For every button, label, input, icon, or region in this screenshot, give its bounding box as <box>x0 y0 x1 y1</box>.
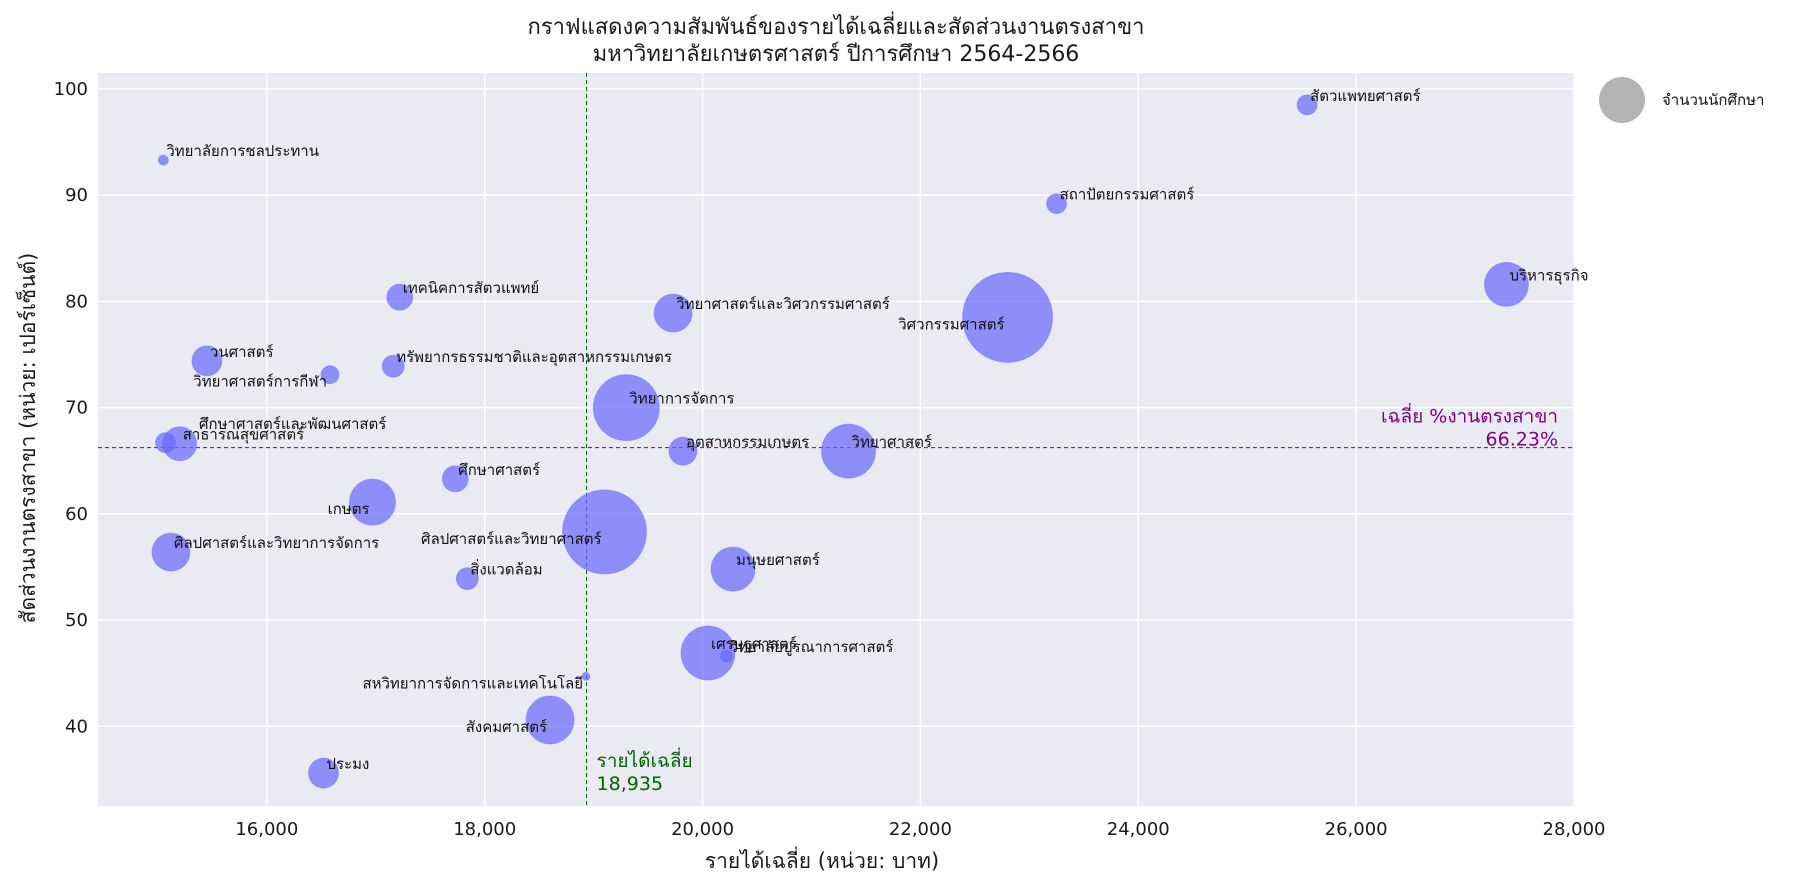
bubble <box>962 271 1054 363</box>
x-tick-label: 20,000 <box>671 819 734 840</box>
chart-title-line-2: มหาวิทยาลัยเกษตรศาสตร์ ปีการศึกษา 2564-2… <box>593 42 1080 67</box>
point-label: วิทยาลัยบูรณาการศาสตร์ <box>729 638 893 656</box>
point-label: สัตวแพทยศาสตร์ <box>1310 87 1420 105</box>
legend: จำนวนนักศึกษา <box>1599 77 1764 123</box>
x-axis-label: รายได้เฉลี่ย (หน่วย: บาท) <box>705 846 939 873</box>
point-label: ทรัพยากรธรรมชาติและอุตสาหกรรมเกษตร <box>396 348 672 367</box>
bubble <box>720 649 734 663</box>
bubble <box>1046 193 1068 215</box>
point-label: สิ่งแวดล้อม <box>470 559 542 579</box>
bubble <box>307 757 339 789</box>
bubble <box>151 532 191 572</box>
point-label: เศรษฐศาสตร์ <box>711 635 797 653</box>
point-label: สถาปัตยกรรมศาสตร์ <box>1060 186 1195 204</box>
bubble <box>455 567 479 591</box>
point-label: ศิลปศาสตร์และวิทยาการจัดการ <box>174 534 379 552</box>
bubbles <box>151 94 1529 789</box>
point-label: ศึกษาศาสตร์และพัฒนศาสตร์ <box>199 415 386 433</box>
bubble <box>592 374 660 442</box>
tick-labels: 16,000 18,000 20,000 22,000 24,000 26,000 28,0… <box>54 79 1606 840</box>
bubble <box>320 365 340 385</box>
point-label: วิทยาศาสตร์ <box>851 433 932 451</box>
bubble <box>155 432 177 454</box>
point-label: วิทยาศาสตร์และวิศวกรรมศาสตร์ <box>676 295 890 313</box>
point-label: มนุษยศาสตร์ <box>736 551 820 570</box>
bubble <box>1296 94 1318 116</box>
y-tick-label: 60 <box>65 504 88 525</box>
point-labels: สัตวแพทยศาสตร์วิทยาลัยการชลประทานสถาปัตย… <box>166 87 1589 773</box>
x-tick-label: 18,000 <box>453 819 516 840</box>
legend-label: จำนวนนักศึกษา <box>1662 91 1764 109</box>
x-tick-label: 22,000 <box>889 819 952 840</box>
x-tick-label: 28,000 <box>1543 819 1606 840</box>
y-tick-label: 40 <box>65 716 88 737</box>
point-label: วิทยาลัยการชลประทาน <box>166 142 319 160</box>
avg-direct-label: เฉลี่ย %งานตรงสาขา <box>1381 403 1558 428</box>
point-label: ศิลปศาสตร์และวิทยาศาสตร์ <box>421 530 601 548</box>
point-label: เทคนิคการสัตวแพทย์ <box>403 279 539 297</box>
bubble <box>1483 261 1529 307</box>
bubble <box>386 283 414 311</box>
bubble <box>157 154 169 166</box>
point-label: ศึกษาศาสตร์ <box>458 461 540 479</box>
avg-income-value: 18,935 <box>597 773 663 795</box>
bubble <box>562 489 648 575</box>
avg-direct-value: 66.23% <box>1486 429 1558 451</box>
x-tick-label: 26,000 <box>1325 819 1388 840</box>
bubble <box>441 465 469 493</box>
y-tick-label: 50 <box>65 610 88 631</box>
bubble <box>668 436 698 466</box>
bubble <box>653 293 693 333</box>
bubble <box>349 478 397 526</box>
x-tick-label: 24,000 <box>1107 819 1170 840</box>
y-tick-label: 90 <box>65 185 88 206</box>
bubble <box>710 546 756 592</box>
point-label: สหวิทยาการจัดการและเทคโนโลยี <box>362 674 583 692</box>
point-label: เกษตร <box>328 500 370 518</box>
avg-income-label: รายได้เฉลี่ย <box>597 747 693 772</box>
bubble <box>581 671 591 681</box>
y-axis-label: สัดส่วนงานตรงสาขา (หน่วย: เปอร์เซ็นต์) <box>14 253 40 624</box>
bubble <box>525 695 575 745</box>
bubble <box>381 354 405 378</box>
bubble <box>821 423 877 479</box>
grid <box>98 73 1575 806</box>
point-label: วิศวกรรมศาสตร์ <box>898 315 1005 333</box>
point-label: วิทยาศาสตร์การกีฬา <box>193 373 327 391</box>
chart-title-line-1: กราฟแสดงความสัมพันธ์ของรายได้เฉลี่ยและสั… <box>528 11 1145 40</box>
legend-bubble <box>1599 77 1645 123</box>
point-label: บริหารธุรกิจ <box>1509 266 1588 285</box>
y-tick-label: 100 <box>54 79 88 100</box>
point-label: วิทยาการจัดการ <box>629 390 735 408</box>
point-label: อุตสาหกรรมเกษตร <box>686 433 809 452</box>
point-label: สังคมศาสตร์ <box>466 718 547 736</box>
point-label: วนศาสตร์ <box>210 343 274 361</box>
y-tick-label: 80 <box>65 291 88 312</box>
bubble <box>680 625 736 681</box>
point-label: สาธารณสุขศาสตร์ <box>183 426 304 445</box>
point-label: ประมง <box>326 755 369 773</box>
bubble <box>191 345 223 377</box>
y-tick-label: 70 <box>65 398 88 419</box>
x-tick-label: 16,000 <box>235 819 298 840</box>
